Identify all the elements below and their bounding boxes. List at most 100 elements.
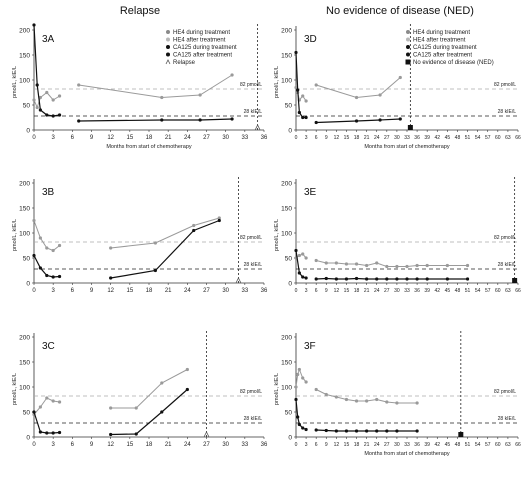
data-point [465, 277, 470, 281]
data-point [385, 277, 389, 281]
series-line [316, 260, 468, 267]
legend-swatch [406, 45, 410, 49]
y-tick-label: 50 [285, 256, 293, 263]
x-tick-label: 21 [364, 442, 370, 448]
x-tick-label: 3 [51, 288, 55, 294]
data-point [45, 431, 49, 435]
y-axis-label: pmol/L, kIE/L [274, 373, 280, 405]
x-tick-label: 3 [51, 135, 55, 141]
y-tick-label: 100 [19, 78, 30, 85]
x-tick-label: 33 [241, 135, 248, 141]
x-tick-label: 0 [32, 135, 36, 141]
x-tick-label: 15 [344, 135, 350, 141]
x-tick-label: 15 [126, 135, 133, 141]
data-point [344, 397, 349, 402]
x-tick-label: 54 [475, 288, 481, 294]
x-tick-label: 33 [404, 442, 410, 448]
data-point [38, 236, 42, 240]
data-point [365, 277, 369, 281]
data-point [314, 83, 318, 87]
data-point [304, 427, 308, 432]
x-tick-label: 60 [495, 288, 501, 294]
data-point [301, 426, 305, 430]
x-tick-label: 36 [414, 288, 420, 294]
series-line [316, 429, 418, 432]
x-tick-label: 0 [32, 288, 36, 294]
data-point [344, 262, 349, 266]
y-axis-label: pmol/L, kIE/L [12, 219, 18, 251]
data-point [301, 275, 305, 279]
data-point [445, 263, 449, 268]
data-point [57, 430, 62, 435]
data-point [109, 246, 113, 250]
data-point [294, 50, 298, 55]
data-point [375, 397, 379, 402]
y-tick-label: 50 [285, 410, 293, 417]
data-point [160, 381, 164, 385]
y-tick-label: 200 [281, 28, 292, 35]
data-point [354, 276, 359, 281]
x-tick-label: 60 [495, 442, 501, 448]
x-tick-label: 39 [424, 442, 430, 448]
legend-label: No evidence of disease (NED) [413, 60, 494, 66]
data-point [230, 117, 234, 121]
data-point [192, 223, 196, 228]
data-point [294, 85, 298, 90]
y-tick-label: 200 [281, 181, 292, 188]
x-tick-label: 57 [485, 442, 491, 448]
x-tick-label: 12 [334, 442, 340, 448]
data-point [304, 115, 308, 120]
x-tick-label: 0 [295, 288, 298, 294]
x-tick-label: 21 [364, 288, 370, 294]
data-point [301, 94, 305, 98]
y-tick-label: 200 [281, 335, 292, 342]
series-line [295, 368, 307, 388]
series-line [295, 253, 307, 259]
x-tick-label: 21 [165, 442, 172, 448]
y-tick-label: 100 [281, 231, 292, 238]
data-point [334, 277, 338, 281]
data-point [375, 277, 379, 281]
y-tick-label: 100 [281, 78, 292, 85]
x-tick-label: 3 [305, 442, 308, 448]
data-point [314, 428, 318, 432]
x-tick-label: 30 [394, 135, 400, 141]
data-point [304, 256, 308, 260]
y-tick-label: 150 [19, 53, 30, 60]
ned-marker [407, 125, 413, 130]
data-point [38, 95, 42, 100]
series-line [33, 91, 60, 109]
legend-label: CA125 during treatment [173, 45, 237, 51]
data-point [297, 253, 301, 258]
legend-label: HE4 after treatment [173, 38, 226, 44]
data-point [301, 115, 305, 120]
x-tick-label: 21 [364, 135, 370, 141]
y-tick-label: 0 [288, 128, 292, 135]
data-point [465, 263, 470, 268]
x-tick-label: 9 [90, 288, 94, 294]
relapse-marker [254, 124, 261, 131]
data-point [324, 392, 328, 397]
ref-label-28: 28 kIE/L [498, 262, 517, 268]
x-tick-label: 51 [465, 135, 471, 141]
panel-label: 3D [304, 34, 317, 45]
data-point [294, 248, 298, 253]
data-point [198, 118, 202, 122]
data-point [415, 277, 419, 281]
x-tick-label: 18 [354, 442, 360, 448]
data-point [375, 261, 379, 265]
x-tick-label: 27 [384, 442, 390, 448]
panel-label: 3A [42, 34, 55, 45]
data-point [57, 243, 62, 248]
data-point [38, 266, 42, 270]
data-point [217, 216, 221, 220]
panel-label: 3F [304, 341, 316, 352]
series-line [110, 389, 188, 436]
series-line [33, 411, 60, 434]
y-tick-label: 50 [23, 256, 31, 263]
legend-swatch [166, 37, 170, 42]
y-tick-label: 200 [19, 335, 30, 342]
data-point [51, 399, 55, 403]
